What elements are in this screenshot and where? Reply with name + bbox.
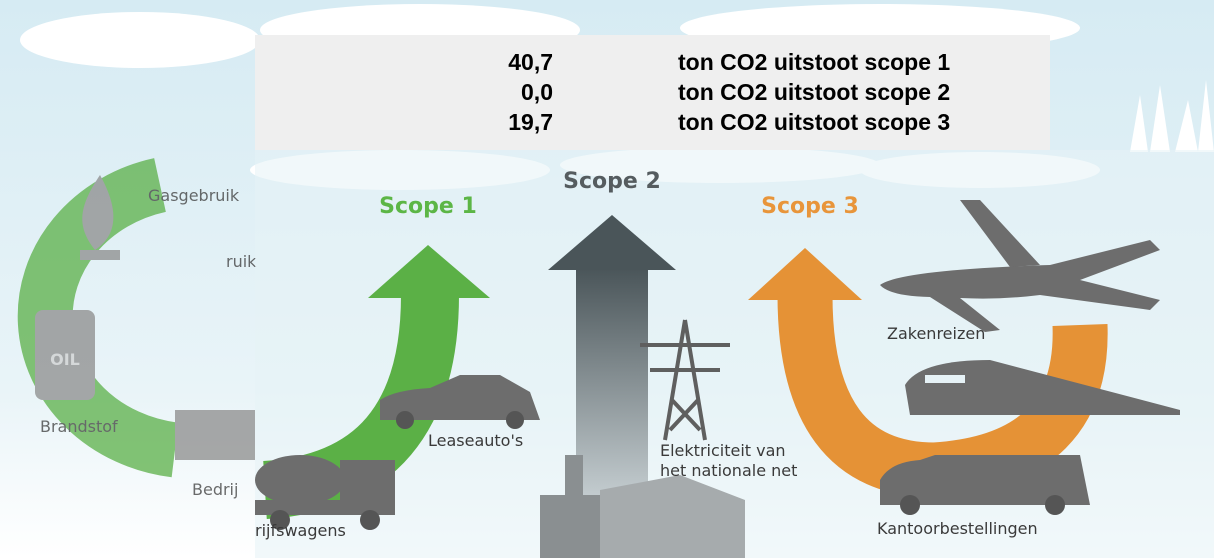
- page: OIL Gasgebruik ruik Brandstof Bedrij 40,…: [0, 0, 1214, 558]
- infographic: OIL Gasgebruik ruik Brandstof Bedrij 40,…: [0, 0, 1214, 558]
- bg-label: ruik: [226, 252, 257, 271]
- table-value: 40,7: [508, 49, 553, 75]
- label: Zakenreizen: [887, 324, 985, 343]
- scope-title: Scope 1: [379, 194, 477, 219]
- oil-label: OIL: [50, 350, 80, 369]
- bg-label: Gasgebruik: [148, 186, 240, 205]
- bg-label: Brandstof: [40, 417, 118, 436]
- label: Elektriciteit van: [660, 441, 786, 460]
- table-text: ton CO2 uitstoot scope 2: [678, 79, 950, 105]
- bg-truck: [175, 410, 255, 460]
- table-value: 19,7: [508, 109, 553, 135]
- scope-title: Scope 3: [761, 194, 859, 219]
- label: rijfswagens: [255, 521, 346, 540]
- table-text: ton CO2 uitstoot scope 1: [678, 49, 950, 75]
- scope-title: Scope 2: [563, 169, 661, 194]
- label: het nationale net: [660, 461, 797, 480]
- label: Kantoorbestellingen: [877, 519, 1038, 538]
- table-value: 0,0: [521, 79, 553, 105]
- label: Leaseauto's: [428, 431, 523, 450]
- burner: [80, 250, 120, 260]
- bg-label: Bedrij: [192, 480, 238, 499]
- table-text: ton CO2 uitstoot scope 3: [678, 109, 950, 135]
